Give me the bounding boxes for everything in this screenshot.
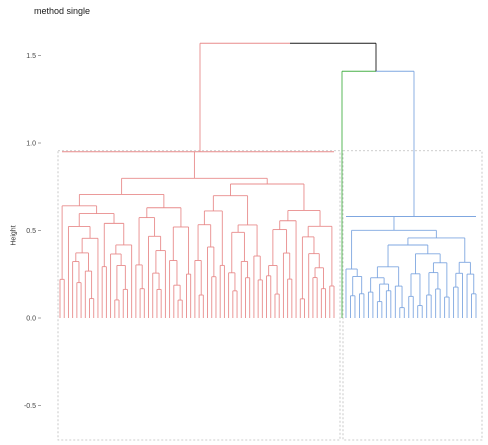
dendrogram-links: [59, 42, 477, 318]
y-tick-label: 0.5: [26, 228, 36, 235]
cluster-boxes: [57, 150, 483, 441]
y-axis-ticks: -0.5 0.0 0.5 1.0 1.5: [24, 53, 41, 410]
y-tick-label: -0.5: [24, 403, 36, 410]
y-tick-label: 0.0: [26, 316, 36, 323]
chart-title: method single: [34, 6, 91, 16]
y-tick-label: 1.0: [26, 141, 36, 148]
y-tick-label: 1.5: [26, 53, 36, 60]
cluster-box-2: [342, 150, 483, 441]
cluster-box-1: [57, 150, 341, 441]
